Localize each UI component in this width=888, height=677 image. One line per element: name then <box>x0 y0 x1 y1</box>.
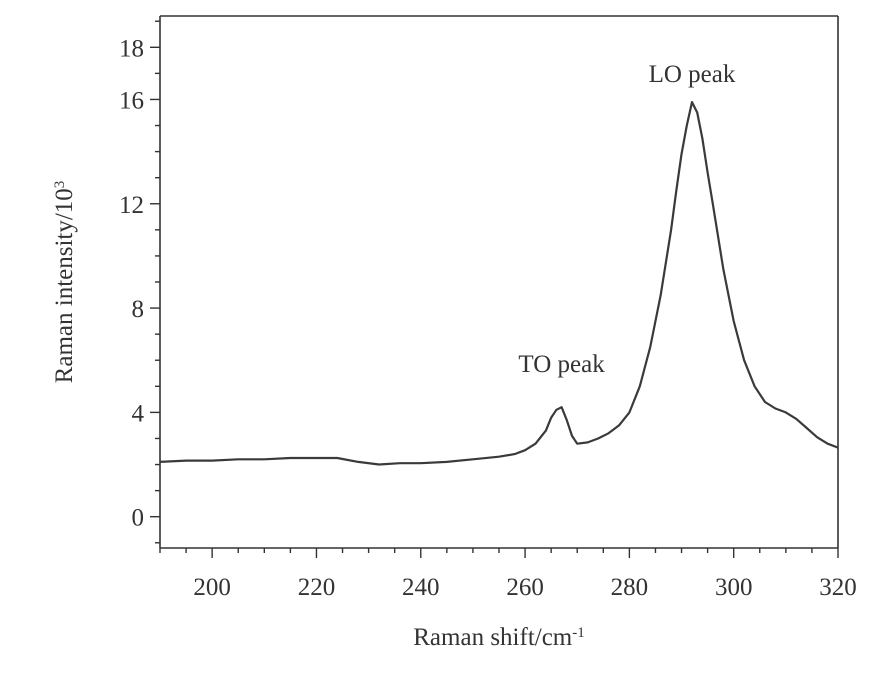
x-axis-title-text: Raman shift/cm <box>413 624 573 651</box>
x-axis-title-superscript: -1 <box>572 625 585 641</box>
axis-ticks <box>150 20 839 558</box>
x-tick-label: 240 <box>402 574 440 601</box>
x-tick-label: 200 <box>193 574 231 601</box>
y-axis-title-text: Raman intensity/10 <box>51 188 78 383</box>
y-axis-title-superscript: 3 <box>52 181 68 189</box>
y-tick-label: 4 <box>132 400 145 427</box>
lo-peak-label: LO peak <box>649 61 736 88</box>
plot-frame <box>159 15 839 549</box>
x-tick-label: 300 <box>715 574 753 601</box>
x-tick-label: 320 <box>819 574 857 601</box>
axis-tick-labels: 200 220 240 260 280 300 320 0 4 8 12 16 18 <box>119 35 857 601</box>
to-peak-label: TO peak <box>518 351 605 378</box>
y-tick-label: 16 <box>119 87 144 114</box>
x-tick-label: 220 <box>298 574 336 601</box>
raman-spectrum-line <box>159 101 839 466</box>
y-axis-title: Raman intensity/103 <box>51 181 78 384</box>
x-tick-label: 280 <box>611 574 649 601</box>
y-tick-label: 18 <box>119 35 144 62</box>
y-tick-label: 12 <box>119 192 144 219</box>
y-tick-label: 0 <box>132 505 145 532</box>
y-tick-label: 8 <box>132 296 145 323</box>
x-tick-label: 260 <box>506 574 544 601</box>
x-axis-title: Raman shift/cm-1 <box>413 624 585 651</box>
